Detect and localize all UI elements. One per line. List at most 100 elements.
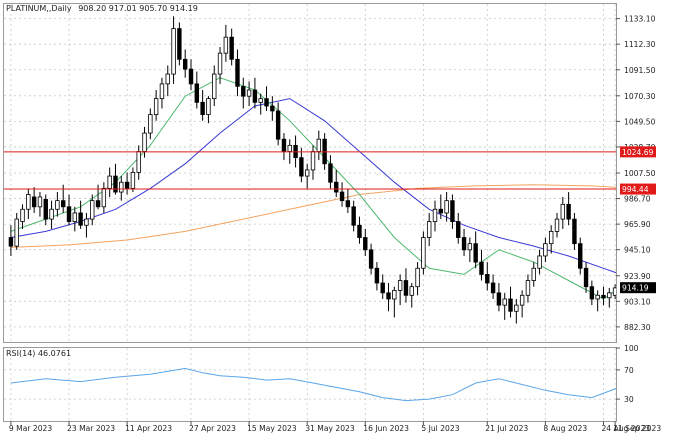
candle-body[interactable] bbox=[548, 230, 554, 245]
candle-body[interactable] bbox=[566, 203, 571, 220]
candle-body[interactable] bbox=[264, 98, 269, 107]
candle-body[interactable] bbox=[165, 73, 170, 85]
candle-body[interactable] bbox=[241, 85, 246, 97]
candle-body[interactable] bbox=[519, 294, 525, 306]
candle-body[interactable] bbox=[572, 218, 577, 245]
candle-body[interactable] bbox=[72, 212, 78, 222]
candle-body[interactable] bbox=[310, 151, 316, 171]
candle-body[interactable] bbox=[438, 208, 444, 214]
candle-body[interactable] bbox=[206, 98, 211, 116]
candle-body[interactable] bbox=[316, 138, 322, 152]
candle-body[interactable] bbox=[55, 200, 60, 210]
candle-body[interactable] bbox=[95, 200, 101, 208]
candle-body[interactable] bbox=[148, 114, 153, 134]
candle-body[interactable] bbox=[159, 83, 165, 100]
candle-body[interactable] bbox=[90, 200, 95, 220]
candle-body[interactable] bbox=[270, 105, 275, 112]
candle-body[interactable] bbox=[252, 89, 258, 103]
candle-body[interactable] bbox=[485, 273, 490, 284]
candle-body[interactable] bbox=[8, 237, 14, 247]
candle-body[interactable] bbox=[502, 298, 507, 306]
candle-body[interactable] bbox=[101, 187, 107, 208]
candle-body[interactable] bbox=[200, 101, 205, 116]
candle-body[interactable] bbox=[554, 218, 560, 232]
candle-body[interactable] bbox=[496, 292, 502, 306]
candle-body[interactable] bbox=[403, 280, 409, 296]
candle-body[interactable] bbox=[182, 58, 188, 70]
candle-body[interactable] bbox=[467, 243, 473, 251]
candle-body[interactable] bbox=[328, 163, 333, 183]
candle-body[interactable] bbox=[386, 292, 391, 300]
candle-body[interactable] bbox=[537, 255, 542, 269]
candle-body[interactable] bbox=[612, 287, 617, 296]
candle-body[interactable] bbox=[287, 144, 292, 152]
candle-body[interactable] bbox=[351, 206, 356, 226]
candle-body[interactable] bbox=[229, 36, 234, 60]
candle-body[interactable] bbox=[188, 68, 194, 85]
candle-body[interactable] bbox=[14, 218, 19, 247]
candle-body[interactable] bbox=[508, 298, 513, 312]
candle-body[interactable] bbox=[66, 206, 72, 222]
candle-body[interactable] bbox=[258, 98, 263, 103]
candle-body[interactable] bbox=[31, 196, 37, 208]
candle-body[interactable] bbox=[281, 138, 287, 152]
candle-body[interactable] bbox=[514, 304, 519, 312]
candle-body[interactable] bbox=[601, 294, 606, 299]
candle-body[interactable] bbox=[490, 282, 496, 294]
candle-body[interactable] bbox=[374, 267, 380, 284]
candle-body[interactable] bbox=[142, 132, 147, 152]
candle-body[interactable] bbox=[380, 282, 385, 294]
candle-body[interactable] bbox=[432, 208, 438, 222]
candle-body[interactable] bbox=[525, 280, 531, 296]
candle-body[interactable] bbox=[363, 237, 368, 251]
candle-body[interactable] bbox=[397, 280, 403, 291]
candle-body[interactable] bbox=[299, 157, 304, 177]
candle-body[interactable] bbox=[595, 294, 600, 300]
candle-body[interactable] bbox=[60, 200, 66, 208]
candle-body[interactable] bbox=[20, 208, 25, 222]
candle-body[interactable] bbox=[78, 212, 83, 226]
candle-body[interactable] bbox=[578, 243, 583, 269]
candle-body[interactable] bbox=[473, 243, 478, 263]
candle-body[interactable] bbox=[246, 89, 252, 97]
candle-body[interactable] bbox=[26, 194, 31, 210]
candle-body[interactable] bbox=[124, 181, 130, 189]
candle-body[interactable] bbox=[426, 221, 432, 238]
candle-body[interactable] bbox=[171, 28, 176, 75]
candle-body[interactable] bbox=[304, 169, 310, 177]
candle-body[interactable] bbox=[339, 191, 345, 202]
candle-body[interactable] bbox=[153, 98, 159, 116]
candle-body[interactable] bbox=[589, 286, 595, 300]
candle-body[interactable] bbox=[415, 267, 420, 288]
candle-body[interactable] bbox=[583, 267, 589, 288]
candle-body[interactable] bbox=[37, 196, 43, 208]
candle-body[interactable] bbox=[392, 289, 397, 300]
candle-body[interactable] bbox=[235, 58, 240, 87]
candle-body[interactable] bbox=[409, 286, 414, 296]
candle-body[interactable] bbox=[450, 200, 455, 222]
candle-body[interactable] bbox=[212, 73, 217, 100]
candle-body[interactable] bbox=[368, 249, 374, 269]
candle-body[interactable] bbox=[357, 224, 362, 238]
candle-body[interactable] bbox=[560, 203, 566, 220]
candle-body[interactable] bbox=[130, 171, 136, 189]
candle-body[interactable] bbox=[444, 200, 449, 214]
candle-body[interactable] bbox=[334, 181, 339, 193]
candle-body[interactable] bbox=[543, 243, 548, 257]
candle-body[interactable] bbox=[49, 208, 54, 220]
candle-body[interactable] bbox=[479, 261, 484, 275]
candle-body[interactable] bbox=[223, 36, 229, 54]
candle-body[interactable] bbox=[345, 200, 351, 208]
candle-body[interactable] bbox=[461, 237, 467, 251]
candle-body[interactable] bbox=[275, 110, 281, 140]
candle-body[interactable] bbox=[456, 221, 461, 238]
candle-body[interactable] bbox=[177, 28, 182, 60]
candle-body[interactable] bbox=[421, 237, 426, 269]
candle-body[interactable] bbox=[107, 175, 112, 189]
candle-body[interactable] bbox=[84, 218, 89, 226]
candlesticks[interactable] bbox=[8, 16, 617, 324]
candle-body[interactable] bbox=[119, 181, 124, 193]
candle-body[interactable] bbox=[607, 292, 612, 299]
candle-body[interactable] bbox=[217, 52, 223, 75]
candle-body[interactable] bbox=[43, 199, 48, 220]
